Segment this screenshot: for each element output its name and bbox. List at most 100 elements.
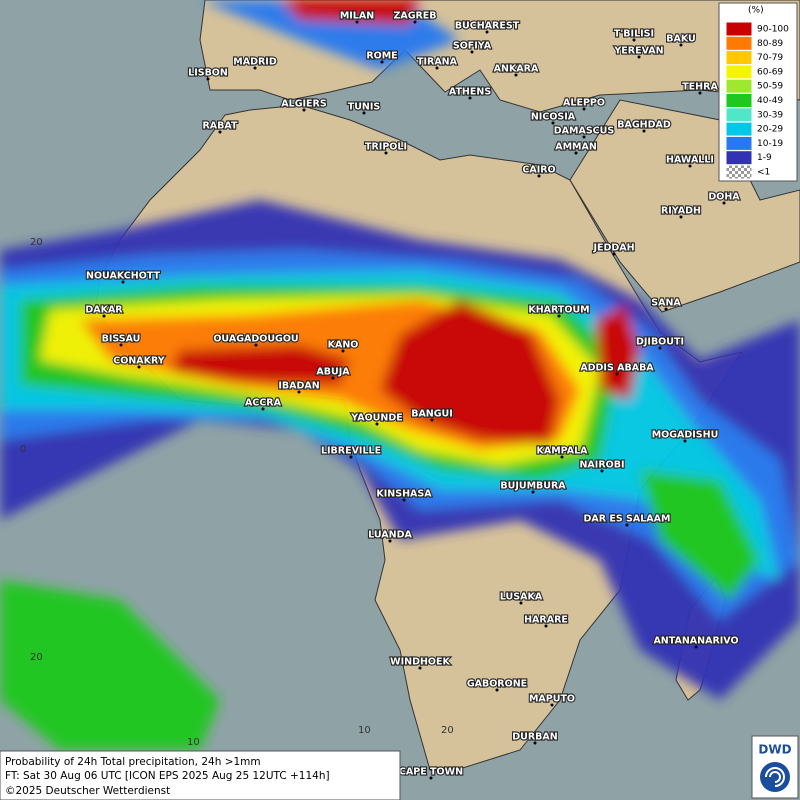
legend-label: 20-29	[757, 125, 783, 135]
city-label: MOGADISHU	[652, 430, 719, 441]
legend-label: 10-19	[757, 139, 783, 149]
city-dot	[557, 314, 561, 318]
city-dot	[683, 439, 687, 443]
city-dot	[430, 418, 434, 422]
city-label: KANO	[328, 340, 359, 351]
city-dot	[302, 108, 306, 112]
legend-label: 80-89	[757, 39, 783, 49]
city-dot	[664, 307, 668, 311]
city-label: CAIRO	[522, 165, 555, 176]
city-dot	[642, 129, 646, 133]
city-dot	[435, 66, 439, 70]
city-label: DJIBOUTI	[636, 337, 684, 348]
grid-label: 0	[20, 444, 26, 455]
city-label: MILAN	[340, 11, 374, 22]
city-dot	[658, 346, 662, 350]
city-dot	[102, 314, 106, 318]
city-label: HARARE	[524, 615, 568, 626]
city-label: IBADAN	[278, 381, 319, 392]
legend-label: 1-9	[757, 153, 772, 163]
city-dot	[429, 776, 433, 780]
city-dot	[355, 20, 359, 24]
city-dot	[574, 151, 578, 155]
city-label: CONAKRY	[113, 356, 165, 367]
city-dot	[121, 280, 125, 284]
city-label: LUANDA	[368, 530, 412, 541]
city-label: SOFIYA	[453, 41, 492, 52]
city-label: GABORONE	[467, 679, 527, 690]
city-label: MAPUTO	[529, 694, 575, 705]
city-label: SANA	[651, 298, 681, 309]
city-dot	[600, 469, 604, 473]
legend-label: 70-79	[757, 53, 783, 63]
city-label: NOUAKCHOTT	[86, 271, 160, 282]
grid-labels: 20 0 20 10 10 20	[20, 237, 454, 748]
city-dot	[362, 111, 366, 115]
legend-title: (%)	[748, 6, 764, 16]
legend-label: 50-59	[757, 82, 783, 92]
city-dot	[413, 20, 417, 24]
city-dot	[254, 343, 258, 347]
city-dot	[218, 130, 222, 134]
city-label: NICOSIA	[531, 112, 576, 123]
city-label: LIBREVILLE	[321, 446, 381, 457]
legend-swatch	[725, 135, 753, 151]
legend-swatch	[725, 50, 753, 66]
city-label: WINDHOEK	[390, 657, 450, 668]
city-labels: MILAN ZAGREB BUCHAREST SOFIYA MADRID ROME TIRA…	[84, 9, 741, 780]
city-dot	[688, 164, 692, 168]
city-dot	[384, 151, 388, 155]
city-dot	[418, 666, 422, 670]
city-label: BAKU	[666, 34, 696, 45]
city-dot	[615, 372, 619, 376]
city-dot	[380, 60, 384, 64]
city-label: CAPE TOWN	[399, 767, 463, 778]
legend-swatch	[725, 21, 753, 37]
city-dot	[694, 645, 698, 649]
legend-swatch	[725, 164, 753, 180]
footer-line: FT: Sat 30 Aug 06 UTC [ICON EPS 2025 Aug…	[5, 770, 330, 782]
city-label: KINSHASA	[376, 489, 432, 500]
legend-swatch	[725, 78, 753, 94]
city-label: YAOUNDE	[350, 413, 402, 424]
city-dot	[495, 688, 499, 692]
city-label: DAR ES SALAAM	[584, 514, 671, 525]
city-label: RABAT	[202, 121, 238, 132]
city-dot	[679, 43, 683, 47]
city-dot	[297, 390, 301, 394]
city-label: BUJUMBURA	[500, 481, 566, 492]
city-label: BANGUI	[411, 409, 453, 420]
legend-swatch	[725, 107, 753, 123]
city-label: ZAGREB	[393, 11, 436, 22]
grid-label: 20	[30, 237, 43, 248]
city-dot	[119, 343, 123, 347]
legend-label: 30-39	[757, 110, 783, 120]
city-label: TIRANA	[417, 57, 458, 68]
city-dot	[625, 523, 629, 527]
footer-line: ©2025 Deutscher Wetterdienst	[5, 785, 170, 797]
legend-swatch	[725, 35, 753, 51]
legend-swatch	[725, 64, 753, 80]
legend-swatch	[725, 93, 753, 108]
city-dot	[375, 422, 379, 426]
city-dot	[261, 407, 265, 411]
city-dot	[485, 30, 489, 34]
city-label: ACCRA	[245, 398, 282, 409]
city-label: T'BILISI	[614, 29, 654, 40]
city-dot	[550, 703, 554, 707]
city-dot	[551, 121, 555, 125]
grid-label: 10	[187, 737, 200, 748]
city-label: LUSAKA	[500, 592, 543, 603]
precipitation	[0, 0, 800, 750]
city-label: ROME	[366, 51, 397, 62]
city-label: BUCHAREST	[455, 21, 520, 32]
city-dot	[679, 215, 683, 219]
city-label: LISBON	[188, 68, 228, 79]
city-label: ANTANANARIVO	[653, 636, 738, 647]
city-dot	[722, 201, 726, 205]
legend-label: <1	[757, 168, 770, 178]
city-dot	[331, 376, 335, 380]
city-label: TUNIS	[348, 102, 381, 113]
city-label: RIYADH	[661, 206, 701, 217]
city-label: MADRID	[233, 57, 277, 68]
